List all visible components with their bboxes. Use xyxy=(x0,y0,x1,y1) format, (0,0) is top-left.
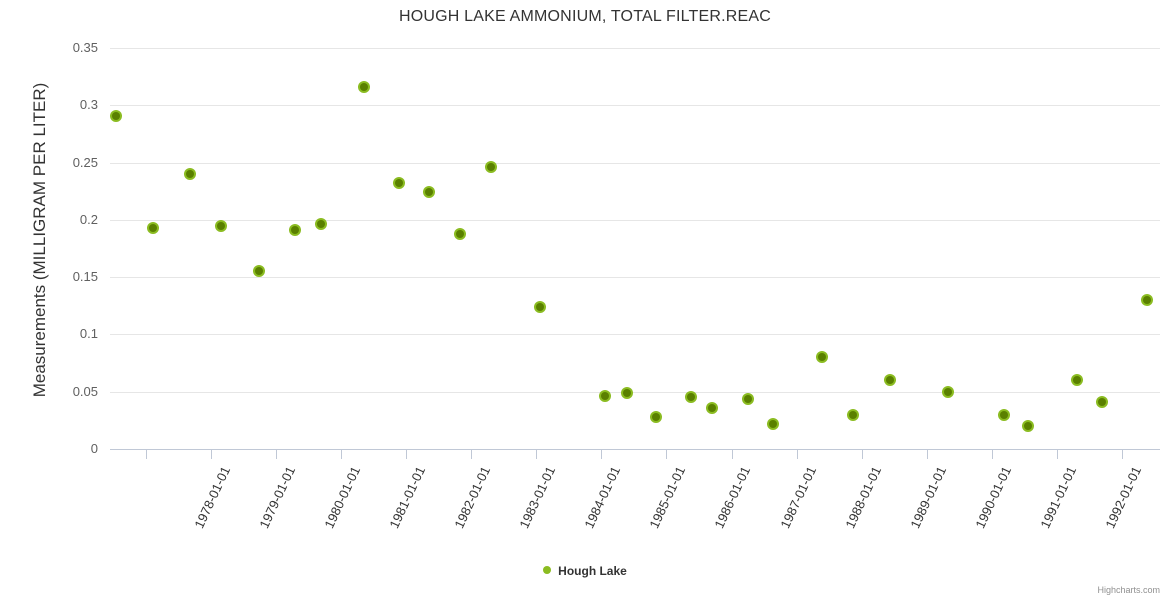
x-axis-tick xyxy=(210,450,212,459)
x-axis-tick-label: 1985-01-01 xyxy=(646,464,689,531)
data-point[interactable] xyxy=(185,170,194,179)
x-axis-tick xyxy=(731,450,733,459)
data-point[interactable] xyxy=(359,82,368,91)
data-point[interactable] xyxy=(148,223,157,232)
data-point[interactable] xyxy=(425,188,434,197)
y-axis-tick-label: 0 xyxy=(90,441,98,456)
data-point[interactable] xyxy=(600,392,609,401)
x-axis-tick xyxy=(406,450,408,459)
y-axis-tick-label: 0.15 xyxy=(72,269,98,285)
x-axis-tick xyxy=(1122,450,1124,459)
x-axis-tick xyxy=(666,450,668,459)
data-point[interactable] xyxy=(291,226,300,235)
data-point[interactable] xyxy=(651,412,660,421)
x-axis-tick-label: 1983-01-01 xyxy=(516,464,559,531)
gridline xyxy=(110,48,1160,49)
highcharts-credits-link[interactable]: Highcharts.com xyxy=(1097,585,1160,595)
data-point[interactable] xyxy=(255,267,264,276)
x-axis-line xyxy=(110,449,1160,450)
data-point[interactable] xyxy=(817,353,826,362)
gridline xyxy=(110,105,1160,107)
x-axis-tick xyxy=(1056,450,1058,459)
data-point[interactable] xyxy=(1023,422,1032,431)
legend-item-hough-lake[interactable]: Hough Lake xyxy=(543,563,627,578)
x-axis-tick xyxy=(471,450,473,459)
data-point[interactable] xyxy=(217,221,226,230)
y-axis-tick-label: 0.05 xyxy=(72,383,98,399)
x-axis-tick-label: 1981-01-01 xyxy=(386,464,429,531)
data-point[interactable] xyxy=(848,410,857,419)
x-axis-tick-label: 1984-01-01 xyxy=(581,464,624,531)
x-axis-tick-label: 1988-01-01 xyxy=(841,464,884,531)
x-axis-tick-label: 1980-01-01 xyxy=(321,464,363,531)
y-axis-tick-label: 0.25 xyxy=(72,154,98,170)
gridline xyxy=(110,219,1160,221)
data-point[interactable] xyxy=(708,403,717,412)
x-axis-tick xyxy=(340,450,342,459)
chart-legend: Hough Lake xyxy=(0,563,1170,578)
x-axis-tick-label: 1987-01-01 xyxy=(776,464,819,531)
x-axis-tick xyxy=(145,450,147,459)
x-axis-tick xyxy=(275,450,277,459)
data-point[interactable] xyxy=(687,393,696,402)
x-axis-tick xyxy=(991,450,993,459)
x-axis-tick xyxy=(861,450,863,459)
gridline xyxy=(110,334,1160,336)
x-axis-tick xyxy=(601,450,603,459)
x-axis-tick-label: 1979-01-01 xyxy=(256,464,298,531)
data-point[interactable] xyxy=(1142,296,1151,305)
data-point[interactable] xyxy=(486,163,495,172)
legend-item-label: Hough Lake xyxy=(558,563,627,578)
data-point[interactable] xyxy=(535,302,544,311)
gridline xyxy=(110,391,1160,393)
data-point[interactable] xyxy=(886,376,895,385)
data-point[interactable] xyxy=(316,220,325,229)
gridline xyxy=(110,277,1160,279)
y-axis-tick-label: 0.3 xyxy=(79,97,98,113)
x-axis-tick-label: 1986-01-01 xyxy=(711,464,754,531)
y-axis-tick-label: 0.35 xyxy=(72,40,98,55)
data-point[interactable] xyxy=(1000,410,1009,419)
x-axis-tick-label: 1982-01-01 xyxy=(451,464,494,531)
x-axis-tick-label: 1991-01-01 xyxy=(1037,464,1080,531)
x-axis-tick xyxy=(926,450,928,459)
data-point[interactable] xyxy=(112,111,121,120)
x-axis-tick-label: 1992-01-01 xyxy=(1102,464,1145,531)
data-point[interactable] xyxy=(623,388,632,397)
x-axis-tick-label: 1989-01-01 xyxy=(907,464,949,531)
data-point[interactable] xyxy=(944,387,953,396)
chart-title: HOUGH LAKE AMMONIUM, TOTAL FILTER.REAC xyxy=(398,8,772,25)
data-point[interactable] xyxy=(768,419,777,428)
x-axis-tick xyxy=(796,450,798,459)
x-axis-tick-label: 1990-01-01 xyxy=(972,464,1014,531)
data-point[interactable] xyxy=(1098,398,1107,407)
data-point[interactable] xyxy=(394,179,403,188)
data-point[interactable] xyxy=(743,394,752,403)
data-point[interactable] xyxy=(456,229,465,238)
y-axis-tick-label: 0.1 xyxy=(79,326,98,342)
y-axis-tick-label: 0.2 xyxy=(79,211,98,227)
x-axis-tick xyxy=(536,450,538,459)
x-axis-tick-label: 1978-01-01 xyxy=(191,464,233,531)
data-point[interactable] xyxy=(1072,376,1081,385)
gridline xyxy=(110,162,1160,164)
y-axis-tick-labels: 0.35 0.3 0.25 0.2 0.15 0.1 0.05 0 xyxy=(0,40,1170,456)
legend-marker-icon xyxy=(543,565,552,574)
